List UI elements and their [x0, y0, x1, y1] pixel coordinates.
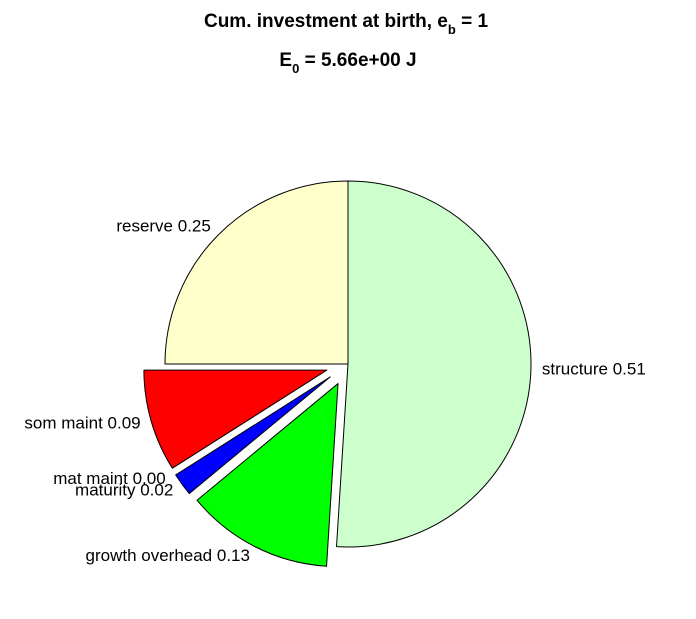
pie-slice-som-maint	[143, 369, 328, 469]
pie-label-som-maint: som maint 0.09	[24, 414, 140, 433]
chart-title-line2-subscript: 0	[292, 61, 299, 76]
pie-label-structure: structure 0.51	[542, 360, 646, 379]
chart-title-line2-main: E	[279, 50, 292, 71]
pie-label-mat-maint: mat maint 0.00	[53, 469, 165, 488]
pie-labels: structure 0.51 growth overhead 0.13 maturi…	[24, 216, 645, 565]
chart-title-line1-suffix: = 1	[456, 11, 489, 32]
pie-slice-maturity	[175, 376, 331, 495]
chart-title-line2-suffix: = 5.66e+00 J	[299, 50, 416, 71]
pie-label-maturity: maturity 0.02	[75, 480, 173, 499]
pie-label-reserve: reserve 0.25	[116, 216, 211, 235]
pie-label-growth-overhead: growth overhead 0.13	[86, 546, 250, 565]
pie-slice-reserve	[164, 180, 349, 365]
pie-slice-growth-overhead	[196, 383, 339, 567]
chart-title-line1-subscript: b	[448, 22, 456, 37]
chart-title-line1-main: Cum. investment at birth, e	[204, 11, 448, 32]
chart-title-line2: E0 = 5.66e+00 J	[279, 50, 416, 76]
pie-slice-structure	[336, 180, 532, 548]
chart-title-line1: Cum. investment at birth, eb = 1	[204, 11, 488, 37]
pie-slices	[143, 180, 532, 567]
